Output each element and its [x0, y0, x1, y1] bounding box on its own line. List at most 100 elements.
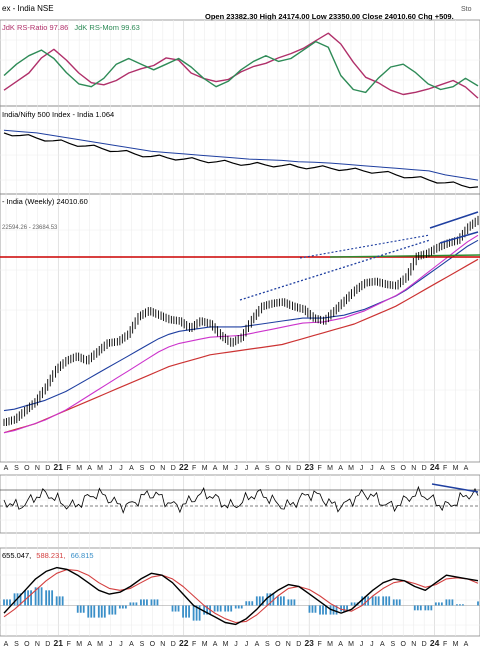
x-tick-label: F [67, 641, 71, 648]
relative-line [3, 132, 479, 189]
x-tick-label: N [160, 641, 165, 648]
x-tick-label: N [286, 641, 291, 648]
x-tick-label: O [401, 465, 407, 472]
x-tick-label: A [213, 641, 218, 648]
x-tick-label: M [76, 641, 82, 648]
x-tick-label: J [370, 465, 374, 472]
x-tick-label: M [97, 641, 103, 648]
x-tick-label: S [390, 641, 395, 648]
x-tick-label: D [422, 465, 427, 472]
x-tick-label: M [453, 641, 459, 648]
x-tick-label: S [140, 641, 145, 648]
rs-mom-legend: JdK RS-Mom 99.63 [74, 23, 139, 32]
trendline-lower [239, 239, 431, 301]
x-tick-label: O [24, 641, 30, 648]
x-tick-label: O [150, 465, 156, 472]
x-tick-label: D [171, 465, 176, 472]
svg-text:655.047, 588.231,: 655.047, 588.231, 66.815 [2, 551, 94, 560]
x-tick-label: N [411, 465, 416, 472]
x-tick-label: A [213, 465, 218, 472]
x-tick-label: F [443, 465, 447, 472]
x-axis-bottom: A S O N D 21 F M A M J J A S O N D 22 F M A M J J A S O N D 23 F M A M J J A… [4, 638, 469, 648]
macd-legend-a: 655.047, [2, 551, 31, 560]
x-tick-label: F [317, 465, 321, 472]
x-axis: A S O N D 21 F M A M J J A S O N D 22 F M A M J J A S O N D 23 F M A M J J A… [4, 462, 469, 472]
x-tick-label: A [129, 641, 134, 648]
ma-legend: 22594.26 - 23684.53 [2, 225, 58, 231]
x-tick-label: A [87, 465, 92, 472]
x-tick-label: F [317, 641, 321, 648]
x-tick-label: M [76, 465, 82, 472]
chart-title: ex - India NSE [2, 4, 54, 13]
ma-200-line [3, 258, 479, 434]
x-tick-label: A [87, 641, 92, 648]
x-tick-label: M [202, 465, 208, 472]
macd-panel: 655.047, 588.231, 66.815 [0, 551, 480, 626]
green-line [329, 254, 480, 258]
x-tick-label: M [327, 641, 333, 648]
price-panel: - India (Weekly) 24010.60 22594.26 - 236… [0, 197, 480, 434]
x-tick-label: N [35, 465, 40, 472]
x-tick-label: O [275, 641, 281, 648]
oscillator-line [3, 485, 479, 514]
x-tick-label: 22 [179, 462, 189, 472]
x-tick-label: D [45, 641, 50, 648]
macd-legend-b: 588.231, [36, 551, 65, 560]
price-legend: - India (Weekly) 24010.60 [2, 197, 88, 206]
x-tick-label: J [119, 465, 123, 472]
rs-ratio-legend: JdK RS-Ratio 97.86 [2, 23, 68, 32]
macd-signal-line [3, 568, 479, 624]
x-tick-label: O [24, 465, 30, 472]
x-tick-label: S [265, 465, 270, 472]
x-tick-label: O [150, 641, 156, 648]
x-tick-label: J [245, 641, 249, 648]
x-tick-label: J [234, 641, 238, 648]
x-tick-label: 24 [430, 462, 440, 472]
x-tick-label: A [4, 465, 9, 472]
x-tick-label: J [109, 641, 113, 648]
x-tick-label: A [380, 641, 385, 648]
ma-40-line [3, 239, 479, 412]
x-tick-label: M [327, 465, 333, 472]
channel-top [429, 211, 479, 229]
x-tick-label: D [296, 465, 301, 472]
x-tick-label: A [338, 465, 343, 472]
macd-legend-c: 66.815 [71, 551, 94, 560]
x-tick-label: S [14, 641, 19, 648]
macd-line [3, 566, 479, 626]
x-tick-label: F [192, 465, 196, 472]
x-tick-label: J [360, 641, 364, 648]
x-tick-label: J [245, 465, 249, 472]
channel-bottom [439, 231, 479, 244]
x-tick-label: N [411, 641, 416, 648]
x-tick-label: 21 [54, 638, 64, 648]
oscillator-panel [0, 483, 480, 514]
x-tick-label: A [4, 641, 9, 648]
x-tick-label: A [129, 465, 134, 472]
relative-ma-line [3, 129, 479, 181]
x-tick-label: D [296, 641, 301, 648]
x-tick-label: J [119, 641, 123, 648]
x-tick-label: F [67, 465, 71, 472]
x-tick-label: N [286, 465, 291, 472]
x-tick-label: 22 [179, 638, 189, 648]
ohlc-readout: Open 23382.30 High 24174.00 Low 23350.00… [205, 12, 454, 21]
x-tick-label: M [202, 641, 208, 648]
x-tick-label: N [160, 465, 165, 472]
x-tick-label: A [255, 465, 260, 472]
x-tick-label: S [140, 465, 145, 472]
relative-legend: India/Nifty 500 Index - India 1.064 [2, 110, 114, 119]
x-tick-label: F [443, 641, 447, 648]
x-tick-label: M [348, 465, 354, 472]
x-tick-label: M [97, 465, 103, 472]
x-tick-label: 23 [304, 638, 314, 648]
x-tick-label: M [348, 641, 354, 648]
x-tick-label: J [234, 465, 238, 472]
x-tick-label: 21 [54, 462, 64, 472]
x-tick-label: M [223, 641, 229, 648]
x-tick-label: A [255, 641, 260, 648]
x-tick-label: 23 [304, 462, 314, 472]
x-tick-label: O [275, 465, 281, 472]
rrg-panel: JdK RS-Ratio 97.86 JdK RS-Mom 99.63 [2, 23, 479, 99]
osc-trendline [431, 483, 479, 493]
